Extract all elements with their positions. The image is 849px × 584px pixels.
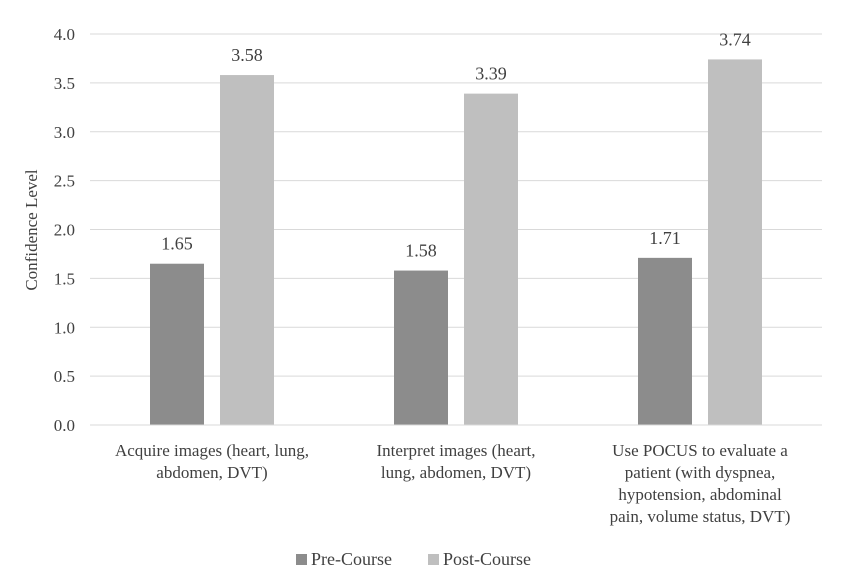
x-category-label: Acquire images (heart, lung, abdomen, DVT… (115, 441, 309, 482)
data-label: 1.58 (405, 241, 437, 261)
x-category-label-line: hypotension, abdominal (618, 485, 782, 504)
bar-post-course (464, 93, 518, 425)
data-label: 3.39 (475, 64, 507, 84)
x-category-label-line: Interpret images (heart, (376, 441, 535, 460)
bar-pre-course (150, 263, 204, 425)
x-category-label-line: lung, abdomen, DVT) (381, 463, 531, 482)
gridlines (90, 33, 822, 377)
y-tick-label: 3.5 (54, 74, 75, 93)
x-category-label-line: pain, volume status, DVT) (610, 507, 791, 526)
bar-pre-course (638, 257, 692, 425)
y-tick-label: 4.0 (54, 25, 75, 44)
data-label: 3.58 (231, 45, 263, 65)
y-tick-label: 2.5 (54, 172, 75, 191)
y-tick-label: 0.5 (54, 367, 75, 386)
x-category-label-line: Use POCUS to evaluate a (612, 441, 788, 460)
bar-post-course (708, 59, 762, 425)
data-labels: 1.65 1.58 1.71 3.58 3.39 3.74 (161, 29, 751, 260)
legend-swatch (428, 554, 439, 565)
data-label: 3.74 (719, 29, 751, 49)
x-category-label-line: abdomen, DVT) (156, 463, 267, 482)
legend-label: Pre-Course (311, 549, 392, 569)
bar-post-course (220, 75, 274, 426)
legend-swatch (296, 554, 307, 565)
y-tick-label: 0.0 (54, 416, 75, 435)
y-tick-label: 1.0 (54, 318, 75, 337)
legend: Pre-Course Post-Course (296, 549, 531, 569)
legend-label: Post-Course (443, 549, 531, 569)
bars (150, 59, 762, 426)
axes: 0.0 0.5 1.0 1.5 2.0 2.5 3.0 3.5 4.0 Acquire image… (54, 25, 822, 526)
y-tick-label: 3.0 (54, 123, 75, 142)
bar-pre-course (394, 270, 448, 425)
data-label: 1.65 (161, 234, 193, 254)
y-tick-label: 2.0 (54, 221, 75, 240)
y-tick-label: 1.5 (54, 269, 75, 288)
y-axis-title: Confidence Level (22, 169, 41, 291)
x-category-label-line: Acquire images (heart, lung, (115, 441, 309, 460)
x-category-label: Use POCUS to evaluate a patient (with dys… (610, 441, 791, 526)
data-label: 1.71 (649, 228, 681, 248)
x-category-label: Interpret images (heart, lung, abdomen, D… (376, 441, 535, 482)
x-category-label-line: patient (with dyspnea, (625, 463, 776, 482)
